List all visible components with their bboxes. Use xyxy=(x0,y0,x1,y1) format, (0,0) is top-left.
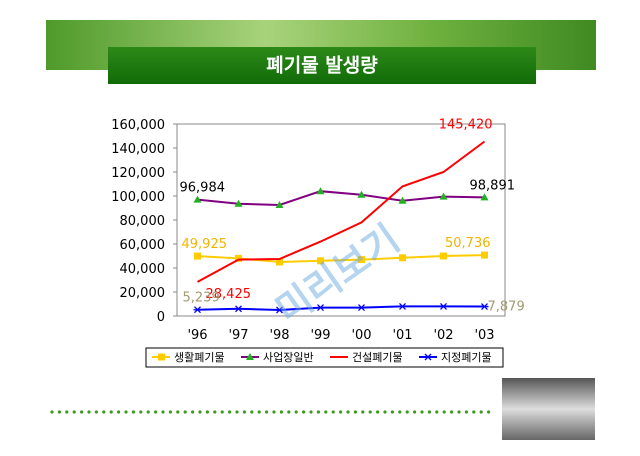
x-tick-label: '99 xyxy=(310,328,330,343)
x-tick-label: '03 xyxy=(474,328,494,343)
marker xyxy=(398,196,407,204)
marker xyxy=(193,306,202,314)
data-label: 145,420 xyxy=(439,117,493,132)
legend-label: 지정폐기물 xyxy=(441,351,492,364)
x-tick-label: '96 xyxy=(187,328,207,343)
data-label: 96,984 xyxy=(180,181,226,196)
marker xyxy=(275,201,284,208)
marker xyxy=(439,302,448,310)
legend-label: 건설폐기물 xyxy=(352,351,403,364)
legend-label: 사업장일반 xyxy=(263,350,314,364)
data-label: 5,239 xyxy=(183,291,220,306)
plot-area xyxy=(176,123,506,317)
data-label: 98,891 xyxy=(470,178,516,193)
data-label: 7,879 xyxy=(488,300,525,315)
marker xyxy=(316,187,325,195)
y-tick-label: 0 xyxy=(157,310,165,325)
x-tick-label: '01 xyxy=(392,328,412,343)
marker xyxy=(234,199,243,207)
legend xyxy=(145,347,504,368)
y-tick-label: 80,000 xyxy=(120,214,166,229)
marker xyxy=(398,302,407,310)
marker xyxy=(481,251,488,259)
marker xyxy=(357,190,366,198)
marker xyxy=(317,257,324,265)
data-label: 50,736 xyxy=(445,236,491,251)
series-line xyxy=(197,140,486,283)
marker xyxy=(194,252,201,260)
data-label: 28,425 xyxy=(206,287,252,302)
y-tick-label: 100,000 xyxy=(111,190,165,205)
legend-marker xyxy=(246,353,254,360)
marker xyxy=(440,252,447,260)
marker xyxy=(399,254,406,262)
marker xyxy=(235,254,242,262)
y-tick-label: 120,000 xyxy=(111,166,165,181)
legend-label: 생활폐기물 xyxy=(174,350,225,364)
y-tick-label: 160,000 xyxy=(111,118,165,133)
marker xyxy=(480,193,489,201)
marker xyxy=(439,192,448,200)
cloud-image xyxy=(502,378,595,440)
x-tick-label: '97 xyxy=(228,328,248,343)
marker xyxy=(276,258,283,266)
marker xyxy=(275,306,284,314)
legend-marker xyxy=(158,353,165,361)
y-tick-label: 60,000 xyxy=(120,238,166,253)
data-label: 49,925 xyxy=(182,237,228,252)
y-tick-label: 20,000 xyxy=(120,286,166,301)
series-line xyxy=(197,305,485,312)
chart-title: 폐기물 발생량 xyxy=(266,55,378,77)
marker xyxy=(234,305,243,313)
x-tick-label: '98 xyxy=(269,328,289,343)
title-bar xyxy=(108,47,536,84)
legend-marker xyxy=(424,353,432,361)
x-tick-label: '02 xyxy=(433,328,453,343)
series-line xyxy=(197,190,485,207)
y-tick-label: 140,000 xyxy=(111,142,165,157)
marker xyxy=(316,304,325,312)
x-tick-label: '00 xyxy=(351,328,371,343)
marker xyxy=(357,304,366,312)
y-tick-label: 40,000 xyxy=(120,262,166,277)
marker xyxy=(480,303,489,311)
dotted-divider xyxy=(50,410,491,414)
marker xyxy=(193,195,202,203)
marker xyxy=(358,256,365,264)
